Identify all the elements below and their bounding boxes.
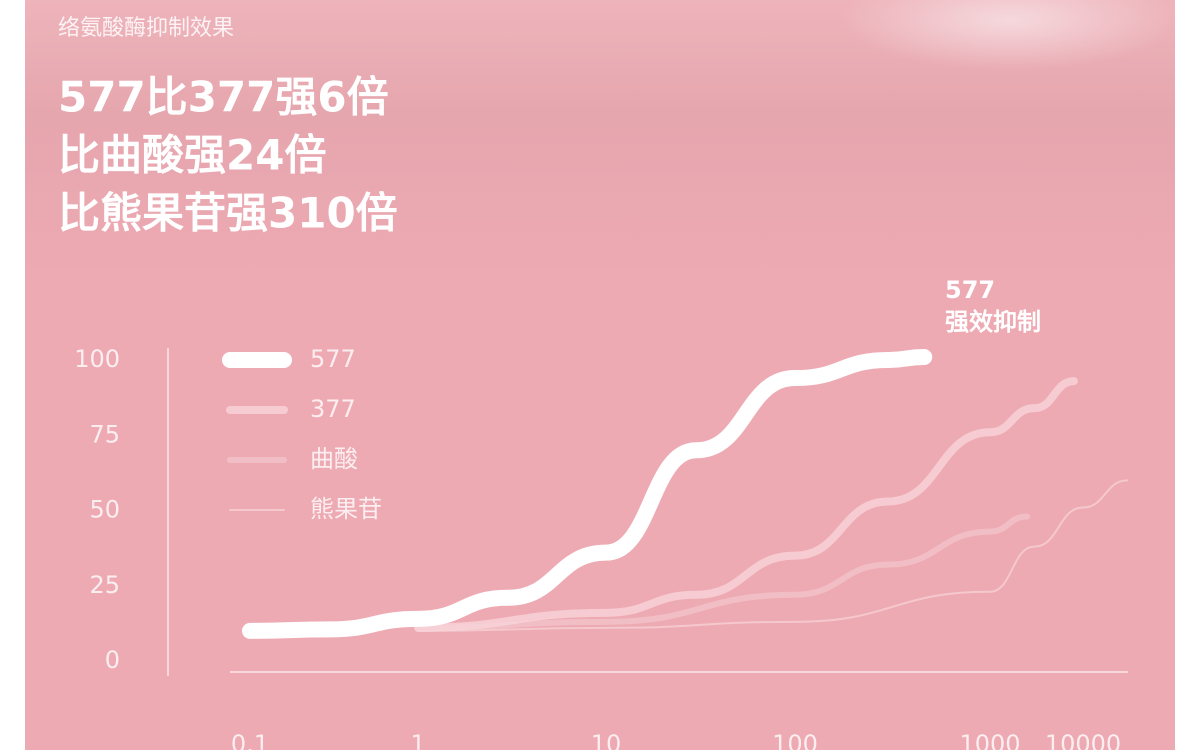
legend-label: 577	[310, 345, 356, 373]
y-tick-label: 0	[105, 646, 120, 674]
x-tick-label: 1	[410, 730, 425, 750]
y-tick-label: 100	[74, 345, 120, 373]
y-tick-label: 75	[89, 420, 120, 448]
legend-label: 377	[310, 395, 356, 423]
headline: 577比377强6倍	[58, 73, 389, 122]
annotation: 577	[945, 276, 995, 304]
legend-label: 熊果苷	[310, 495, 382, 523]
x-tick-label: 100	[772, 730, 818, 750]
series-line	[414, 377, 1078, 632]
x-tick-label: 1000	[959, 730, 1020, 750]
series-line	[417, 479, 1129, 632]
headline: 比曲酸强24倍	[58, 131, 326, 180]
glow	[840, 0, 1180, 70]
y-tick-label: 25	[89, 571, 120, 599]
panel	[25, 0, 1175, 750]
series-line	[242, 348, 933, 639]
y-tick-label: 50	[89, 496, 120, 524]
chart-title: 络氨酸酶抑制效果	[58, 16, 234, 41]
annotation: 强效抑制	[945, 308, 1041, 336]
headline: 比熊果苷强310倍	[58, 189, 398, 238]
x-tick-label: 0.1	[231, 730, 269, 750]
x-tick-label: 10000	[1045, 730, 1121, 750]
x-tick-label: 10	[591, 730, 622, 750]
legend-label: 曲酸	[310, 445, 358, 473]
series-line	[415, 513, 1031, 631]
